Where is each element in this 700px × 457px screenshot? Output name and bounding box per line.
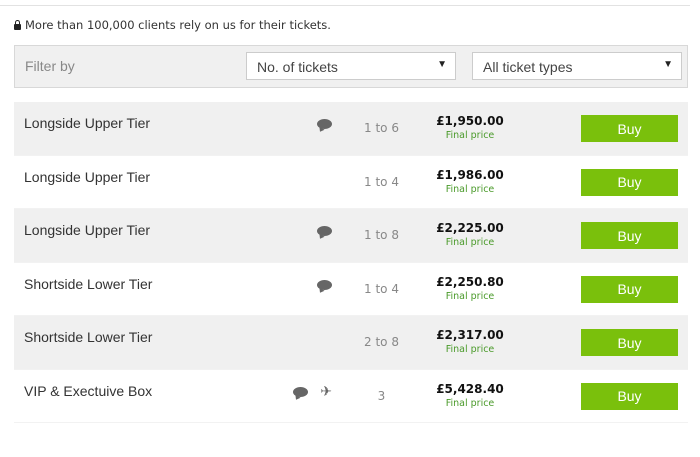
listing-icons: ✈ xyxy=(293,383,332,400)
ticket-quantity: 3 xyxy=(377,388,386,403)
buy-button[interactable]: Buy xyxy=(581,382,678,410)
filter-bar: Filter by No. of tickets ▼ All ticket typ… xyxy=(14,45,688,88)
price-block: £1,950.00 Final price xyxy=(430,114,510,141)
listings-table: Longside Upper Tier 1 to 6 £1,950.00 Fina… xyxy=(14,102,688,423)
notice-text: More than 100,000 clients rely on us for… xyxy=(25,18,331,32)
ticket-quantity: 1 to 6 xyxy=(364,121,399,135)
price-block: £1,986.00 Final price xyxy=(430,168,510,195)
comment-icon[interactable] xyxy=(317,226,332,236)
ticket-quantity: 1 to 8 xyxy=(364,228,399,242)
comment-icon[interactable] xyxy=(293,386,309,397)
price-block: £5,428.40 Final price xyxy=(430,382,510,409)
final-price-label: Final price xyxy=(445,290,495,302)
price: £2,225.00 xyxy=(436,221,504,235)
ticket-type-select[interactable]: All ticket types ▼ xyxy=(472,52,682,80)
top-divider xyxy=(0,5,690,6)
buy-button[interactable]: Buy xyxy=(581,329,678,356)
plane-icon: ✈ xyxy=(320,383,332,400)
buy-button[interactable]: Buy xyxy=(581,222,678,249)
listing-name: Longside Upper Tier xyxy=(24,115,151,131)
listing-name: Longside Upper Tier xyxy=(24,222,151,238)
comment-icon[interactable] xyxy=(317,119,332,129)
listing-name: Longside Upper Tier xyxy=(24,168,151,185)
ticket-quantity: 1 to 4 xyxy=(364,281,399,296)
ticket-quantity: 2 to 8 xyxy=(364,335,399,349)
ticket-type-value: All ticket types xyxy=(483,59,573,75)
price-block: £2,225.00 Final price xyxy=(430,221,510,248)
price: £5,428.40 xyxy=(436,381,504,396)
buy-button[interactable]: Buy xyxy=(581,168,678,196)
final-price-label: Final price xyxy=(445,183,495,195)
dropdown-arrow-icon: ▼ xyxy=(437,59,447,70)
final-price-label: Final price xyxy=(445,397,495,409)
trust-notice: More than 100,000 clients rely on us for… xyxy=(14,18,331,32)
final-price-label: Final price xyxy=(445,344,495,355)
listing-row: Longside Upper Tier 1 to 4 £1,986.00 Fina… xyxy=(14,156,688,209)
price: £2,317.00 xyxy=(436,328,504,342)
price-block: £2,317.00 Final price xyxy=(430,328,510,355)
listing-row: Shortside Lower Tier 2 to 8 £2,317.00 Fin… xyxy=(14,316,688,370)
buy-button[interactable]: Buy xyxy=(581,115,678,142)
listing-name: Shortside Lower Tier xyxy=(24,329,153,345)
listing-icons xyxy=(317,119,332,129)
final-price-label: Final price xyxy=(445,237,495,248)
lock-icon xyxy=(14,19,21,30)
listing-icons xyxy=(317,226,332,236)
comment-icon[interactable] xyxy=(317,279,332,290)
listing-row: Longside Upper Tier 1 to 6 £1,950.00 Fina… xyxy=(14,102,688,156)
price: £1,986.00 xyxy=(436,167,504,182)
dropdown-arrow-icon: ▼ xyxy=(663,59,673,70)
listing-row: Shortside Lower Tier 1 to 4 £2,250.80 Fin… xyxy=(14,263,688,316)
listing-row: VIP & Exectuive Box ✈ 3 £5,428.40 Final p… xyxy=(14,370,688,423)
tickets-count-value: No. of tickets xyxy=(257,59,338,75)
listing-row: Longside Upper Tier 1 to 8 £2,225.00 Fina… xyxy=(14,209,688,263)
final-price-label: Final price xyxy=(445,130,495,141)
listing-name: VIP & Exectuive Box xyxy=(24,382,153,399)
tickets-count-select[interactable]: No. of tickets ▼ xyxy=(246,52,456,80)
listing-icons xyxy=(317,279,332,290)
buy-button[interactable]: Buy xyxy=(581,275,678,303)
filter-label: Filter by xyxy=(25,58,75,74)
ticket-quantity: 1 to 4 xyxy=(364,174,399,189)
price-block: £2,250.80 Final price xyxy=(430,275,510,302)
listing-name: Shortside Lower Tier xyxy=(24,275,153,292)
price: £1,950.00 xyxy=(436,114,504,128)
price: £2,250.80 xyxy=(436,274,504,289)
